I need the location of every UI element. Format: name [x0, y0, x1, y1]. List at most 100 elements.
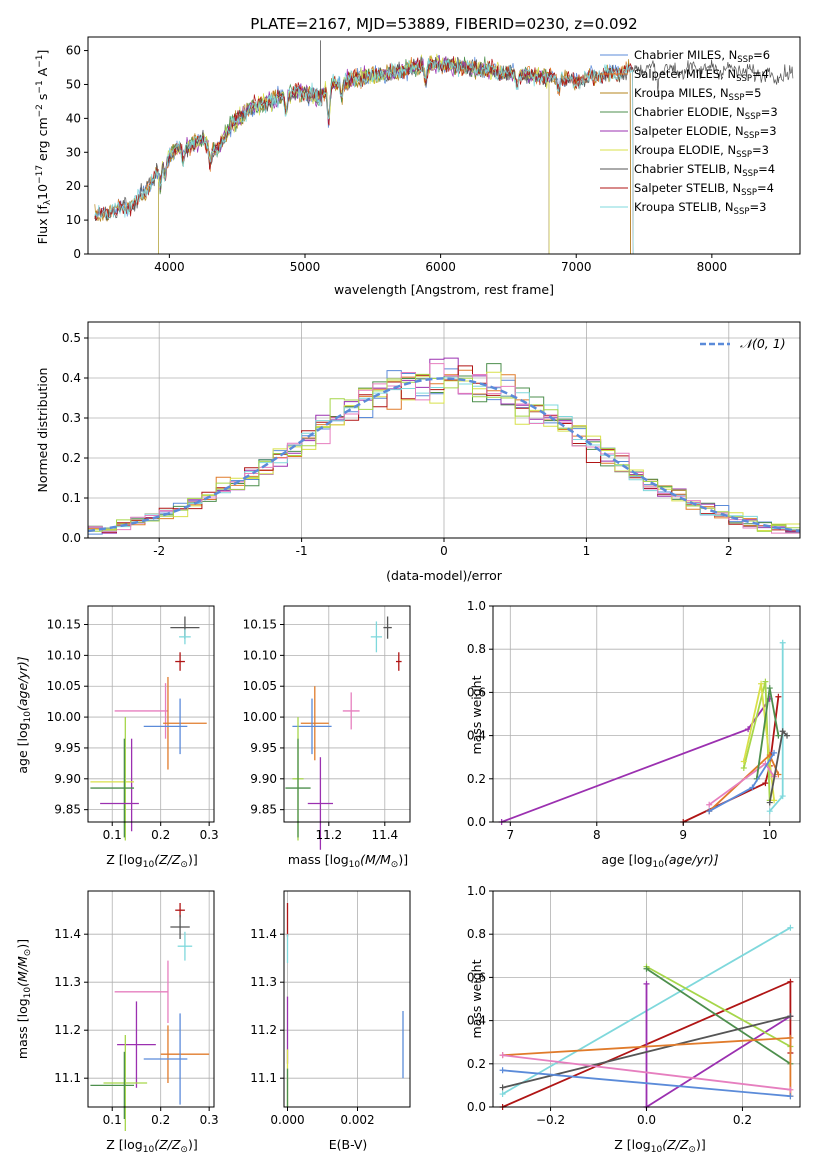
legend-label: Kroupa STELIB, NSSP=3 — [634, 200, 766, 217]
weight-point-marker — [643, 980, 650, 987]
mass-vs-ebv-panel: 0.000 0.002 11.1 11.2 11.3 11.4 E(B-V) — [250, 890, 411, 1152]
weight-point-marker — [787, 1086, 794, 1093]
legend-label: Kroupa ELODIE, NSSP=3 — [634, 143, 769, 160]
age-vs-mass-points — [285, 616, 402, 850]
spectrum-axes: 4000 5000 6000 7000 8000 0 10 20 30 40 50 60 — [66, 36, 801, 274]
weight-series — [499, 1052, 794, 1093]
errorbar-point — [175, 652, 185, 671]
weight-series — [499, 1013, 794, 1091]
x-tick-label: -2 — [153, 544, 165, 558]
x-tick-label: 0.1 — [103, 828, 122, 842]
weight-vs-age-panel: 7 8 9 10 0.0 0.2 0.4 0.6 0.8 1.0 age [log10(age/y… — [467, 599, 801, 870]
legend-label: Salpeter MILES, NSSP=4 — [634, 67, 769, 84]
y-tick-label: 9.95 — [54, 741, 81, 755]
residuals-series-group — [87, 357, 801, 535]
errorbar-point — [177, 931, 193, 961]
grid-lines — [88, 606, 214, 822]
y-tick-label: 60 — [66, 44, 81, 58]
mass-vs-Z-points — [90, 903, 210, 1131]
x-tick-label: -1 — [296, 544, 308, 558]
residuals-panel: -2 -1 0 1 2 0.0 0.1 0.2 0.3 0.4 0.5 (data-model)/e… — [35, 321, 801, 583]
legend-label: Chabrier ELODIE, NSSP=3 — [634, 105, 778, 122]
normal-curve — [87, 377, 801, 533]
y-tick-label: 0.0 — [467, 815, 486, 829]
histogram-step — [88, 373, 800, 532]
weight-point-marker — [766, 799, 773, 806]
spectrum-ylabel: Flux [fλ10−17 erg cm−2 s−1 A−1] — [35, 50, 53, 245]
mass-vs-Z-panel: 0.1 0.2 0.3 11.1 11.2 11.3 11.4 Z [log10(Z/Z⊙)… — [15, 890, 219, 1155]
y-tick-label: 10.10 — [243, 648, 277, 662]
age-vs-Z-axes: 0.1 0.2 0.3 9.85 9.90 9.95 10.00 10.05 10.10 10.1… — [47, 605, 219, 842]
x-tick-label: 9 — [679, 828, 687, 842]
y-tick-label: 10.15 — [243, 618, 277, 632]
weight-vs-Z-lines — [499, 924, 794, 1110]
age-vs-mass-axes: 11.2 11.4 9.85 9.90 9.95 10.00 10.05 10.10 10.15 — [243, 605, 411, 842]
weight-series — [706, 749, 778, 815]
x-tick-label: 0.000 — [270, 1113, 304, 1127]
weight-series — [766, 639, 786, 815]
x-tick-label: 2 — [725, 544, 733, 558]
weight-series — [499, 1067, 794, 1100]
weight-point-marker — [779, 793, 786, 800]
age-vs-Z-xlabel: Z [log10(Z/Z⊙)] — [106, 852, 197, 870]
weight-point-marker — [740, 765, 747, 771]
weight-point-marker — [499, 1067, 506, 1074]
axes-frame — [87, 36, 801, 255]
legend-label: Salpeter STELIB, NSSP=4 — [634, 181, 774, 198]
mass-vs-ebv-points — [286, 903, 404, 1107]
residuals-xlabel: (data-model)/error — [386, 568, 503, 583]
weight-series-line — [646, 965, 791, 1048]
weight-vs-Z-xlabel: Z [log10(Z/Z⊙)] — [614, 1137, 705, 1155]
weight-series-line — [502, 1054, 791, 1091]
spectrum-legend: Chabrier MILES, NSSP=6 Salpeter MILES, NS… — [600, 48, 778, 217]
y-tick-label: 1.0 — [467, 599, 486, 613]
age-vs-Z-points — [90, 616, 207, 841]
weight-point-marker — [749, 784, 756, 791]
x-tick-label: 0.1 — [103, 1113, 122, 1127]
weight-point-marker — [499, 1084, 506, 1091]
errorbar-point — [300, 686, 329, 761]
x-tick-label: 11.4 — [371, 828, 398, 842]
grid-lines — [284, 606, 410, 822]
weight-point-marker — [784, 732, 791, 739]
age-vs-mass-panel: 11.2 11.4 9.85 9.90 9.95 10.00 10.05 10.10 10.15… — [243, 605, 411, 870]
x-tick-label: 11.2 — [315, 828, 342, 842]
weight-point-marker — [787, 1093, 794, 1100]
mass-vs-Z-ylabel: mass [log10(M/M⊙)] — [15, 939, 33, 1059]
x-tick-label: 7000 — [561, 260, 592, 274]
errorbar-point — [383, 616, 392, 639]
y-tick-label: 30 — [66, 145, 81, 159]
y-tick-label: 10.05 — [243, 679, 277, 693]
errorbar-point — [103, 1035, 148, 1131]
x-tick-label: 10 — [762, 828, 777, 842]
y-tick-label: 11.1 — [250, 1071, 277, 1085]
axes-frame — [87, 890, 215, 1108]
y-tick-label: 40 — [66, 111, 81, 125]
y-tick-label: 50 — [66, 77, 81, 91]
spectrum-panel: PLATE=2167, MJD=53889, FIBERID=0230, z=0… — [35, 15, 801, 297]
weight-point-marker — [787, 1034, 794, 1041]
errorbar-point — [370, 621, 382, 653]
weight-point-marker — [762, 780, 769, 787]
y-tick-label: 0.0 — [467, 1100, 486, 1114]
weight-point-marker — [775, 732, 782, 739]
mass-vs-Z-axes: 0.1 0.2 0.3 11.1 11.2 11.3 11.4 — [54, 890, 219, 1127]
x-tick-label: 0.3 — [200, 828, 219, 842]
y-tick-label: 0.4 — [467, 729, 486, 743]
x-tick-label: 5000 — [290, 260, 321, 274]
y-tick-label: 9.85 — [250, 803, 277, 817]
weight-point-marker — [766, 808, 773, 815]
y-tick-label: 9.85 — [54, 803, 81, 817]
y-tick-label: 11.3 — [54, 975, 81, 989]
y-tick-label: 9.90 — [54, 772, 81, 786]
weight-point-marker — [766, 685, 773, 692]
errorbar-point — [307, 757, 333, 850]
weight-point-marker — [787, 1013, 794, 1020]
legend-label: Chabrier STELIB, NSSP=4 — [634, 162, 775, 179]
x-tick-label: 0.2 — [151, 1113, 170, 1127]
y-tick-label: 0.2 — [467, 1057, 486, 1071]
y-tick-label: 0.2 — [467, 772, 486, 786]
y-tick-label: 10.00 — [47, 710, 81, 724]
errorbar-point — [396, 652, 402, 671]
